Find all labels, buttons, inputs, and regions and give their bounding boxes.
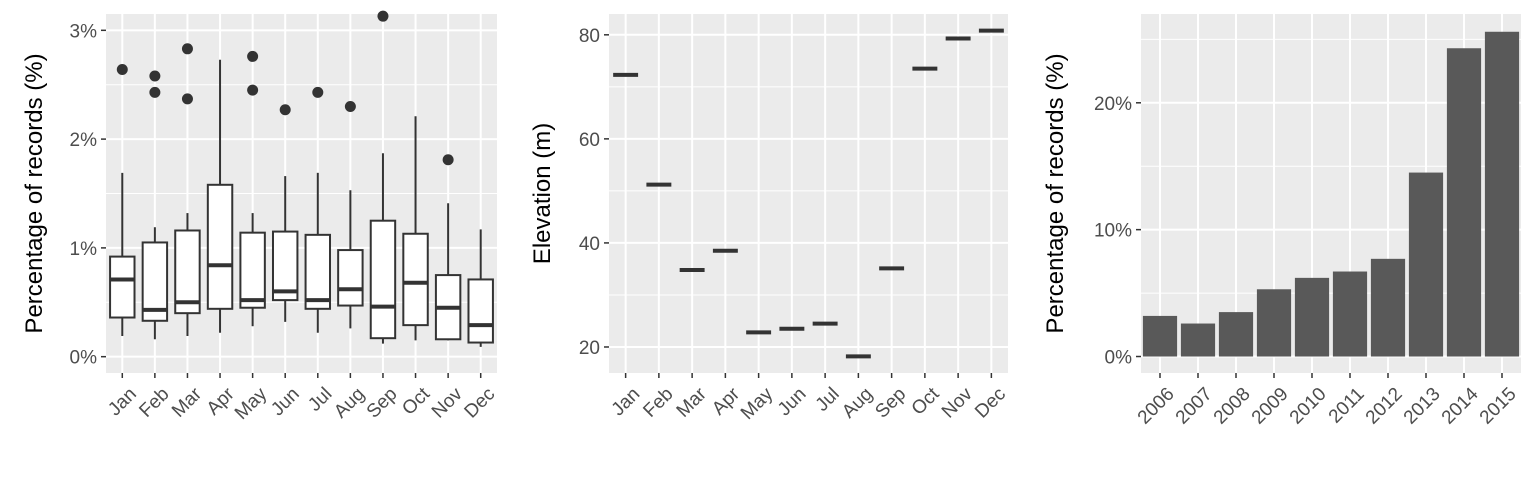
y-tick-label: 0% — [70, 348, 98, 369]
x-tick-label: Mar — [673, 383, 711, 421]
bar-2008 — [1218, 312, 1254, 357]
box-Apr — [206, 59, 234, 333]
x-tick-label: Jul — [812, 384, 844, 416]
box-body — [271, 230, 299, 302]
x-tick-label: Jan — [104, 384, 141, 421]
outlier-point — [312, 86, 324, 98]
y-axis-title: Percentage of records (%) — [21, 53, 48, 333]
x-tick-label: 2008 — [1210, 384, 1255, 429]
chart-panel-3: 0% 10% 20% 20062007200820092010201120122013… — [1042, 14, 1521, 428]
y-axis-title: Percentage of records (%) — [1042, 53, 1069, 333]
box-body — [337, 249, 364, 307]
bar-2010 — [1294, 277, 1330, 357]
outlier-point — [344, 100, 356, 112]
x-tick-label: Nov — [428, 383, 467, 422]
x-tick-label: 2007 — [1172, 384, 1217, 429]
bar-2009 — [1256, 289, 1292, 357]
x-tick-label: Jan — [608, 384, 645, 421]
outlier-point — [149, 70, 161, 82]
box-Jan — [109, 63, 136, 337]
bar-2015 — [1484, 31, 1520, 357]
outlier-point — [442, 154, 454, 166]
box-Jul — [304, 86, 332, 333]
bar-2014 — [1446, 48, 1482, 357]
box-body — [402, 232, 429, 327]
x-tick-label: Sep — [363, 384, 402, 423]
outlier-point — [116, 63, 128, 75]
box-body — [141, 241, 169, 322]
x-tick-label: Feb — [639, 384, 677, 422]
box-Mar — [174, 43, 201, 337]
x-tick-label: 2011 — [1325, 384, 1369, 428]
outlier-point — [377, 10, 389, 22]
box-body — [174, 229, 201, 315]
box-body — [467, 278, 494, 344]
outlier-point — [247, 84, 259, 96]
bar-2013 — [1408, 172, 1444, 357]
x-tick-label: Mar — [168, 383, 206, 421]
x-tick-label: 2014 — [1438, 383, 1483, 428]
y-tick-label: 20 — [579, 338, 600, 359]
x-tick-label: 2009 — [1248, 384, 1293, 429]
box-Aug — [337, 100, 364, 329]
bar-2006 — [1142, 315, 1178, 357]
x-tick-label: 2010 — [1286, 384, 1331, 429]
box-Feb — [141, 70, 169, 340]
x-tick-label: Dec — [971, 384, 1010, 423]
y-tick-label: 0% — [1105, 348, 1133, 369]
bar-2007 — [1180, 323, 1216, 357]
outlier-point — [247, 50, 259, 62]
x-tick-label: Apr — [708, 383, 744, 419]
y-tick-label: 20% — [1094, 94, 1132, 115]
x-tick-label: Oct — [398, 383, 434, 419]
box-Oct — [402, 116, 429, 341]
box-May — [239, 50, 266, 327]
box-body — [369, 219, 397, 340]
x-tick-label: Apr — [203, 383, 239, 419]
y-tick-label: 10% — [1094, 221, 1132, 242]
x-tick-label: May — [737, 383, 778, 424]
y-tick-label: 40 — [579, 234, 600, 255]
outlier-point — [279, 104, 291, 116]
x-tick-label: May — [231, 383, 272, 424]
outlier-point — [181, 43, 193, 55]
box-body — [206, 183, 234, 310]
box-Sep — [369, 10, 397, 344]
bar-2011 — [1332, 271, 1368, 357]
y-tick-label: 60 — [579, 130, 600, 151]
x-tick-label: 2006 — [1134, 384, 1179, 429]
y-tick-label: 80 — [579, 26, 600, 47]
x-tick-label: Nov — [938, 383, 977, 422]
y-axis-title: Elevation (m) — [529, 123, 556, 264]
x-tick-label: Oct — [908, 383, 944, 419]
x-tick-label: Jun — [267, 384, 304, 421]
x-tick-label: Aug — [330, 384, 369, 423]
x-tick-label: Feb — [135, 384, 173, 422]
box-Nov — [434, 154, 462, 341]
box-body — [304, 233, 332, 310]
outlier-point — [181, 93, 193, 105]
x-tick-label: Dec — [461, 384, 500, 423]
bar-2012 — [1370, 258, 1406, 357]
x-tick-label: 2015 — [1476, 384, 1521, 429]
box-Jun — [271, 104, 299, 322]
plot-background — [609, 14, 1008, 373]
x-tick-label: 2013 — [1400, 384, 1445, 429]
x-tick-label: Aug — [838, 384, 877, 423]
box-body — [239, 231, 266, 309]
x-tick-label: Jun — [774, 384, 811, 421]
y-tick-label: 2% — [70, 130, 98, 151]
x-tick-label: Jul — [304, 384, 336, 416]
box-Dec — [467, 229, 494, 347]
outlier-point — [149, 86, 161, 98]
x-tick-label: 2012 — [1362, 384, 1407, 429]
x-tick-label: Sep — [871, 384, 910, 423]
y-tick-label: 3% — [70, 21, 98, 42]
box-body — [109, 255, 136, 319]
y-tick-label: 1% — [70, 239, 98, 260]
